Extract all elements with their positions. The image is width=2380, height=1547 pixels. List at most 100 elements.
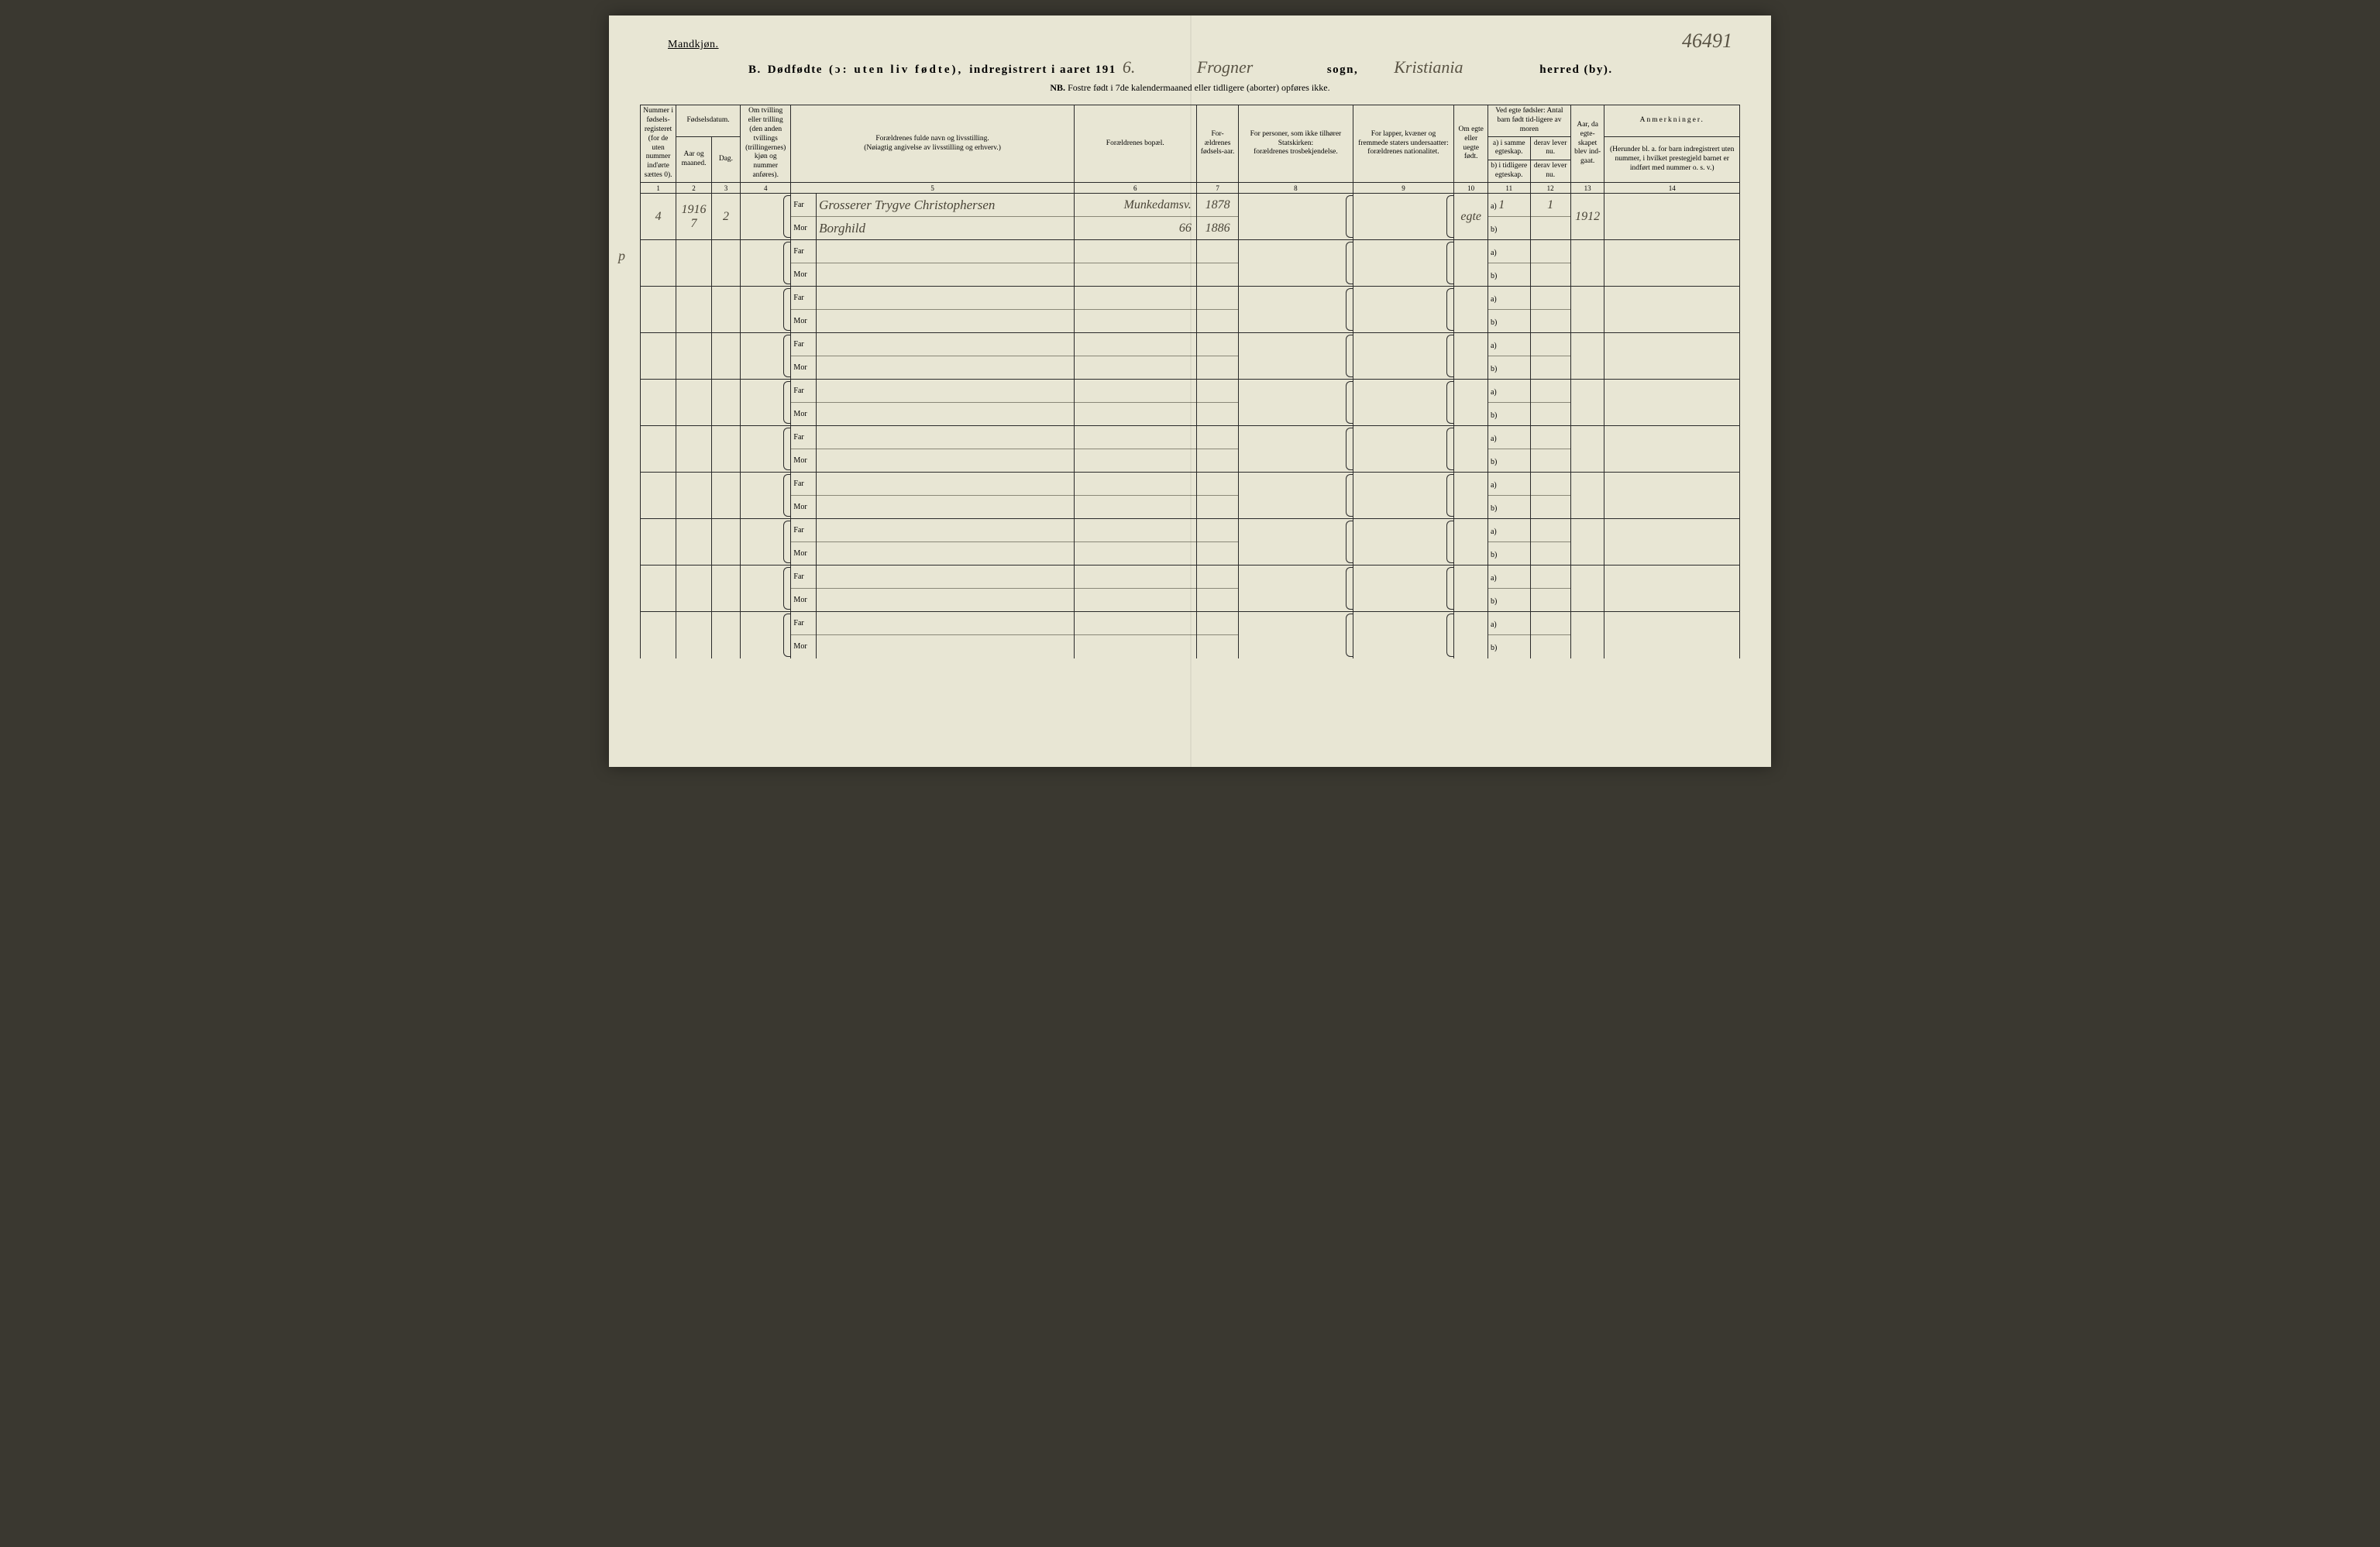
cell-far-name — [817, 473, 1075, 496]
cell-mor-name — [817, 403, 1075, 426]
margin-mark: p — [618, 248, 625, 264]
cell-remarks — [1604, 333, 1740, 380]
header-col6: Forældrenes bopæl. — [1074, 105, 1196, 183]
cell-religion — [1239, 194, 1353, 240]
cell-mor-birthyear — [1196, 589, 1239, 612]
cell-far-name — [817, 240, 1075, 263]
header-col4: Om tvilling eller trilling (den anden tv… — [741, 105, 791, 183]
cell-a: a) 1 — [1488, 194, 1530, 217]
cell-year-married — [1570, 333, 1604, 380]
cell-day — [711, 519, 740, 566]
cell-religion — [1239, 566, 1353, 612]
header-col12b: derav lever nu. — [1530, 160, 1570, 183]
cell-remarks — [1604, 287, 1740, 333]
title-main: Dødfødte — [768, 64, 823, 77]
cell-a-lever — [1530, 287, 1570, 310]
cell-twin — [741, 473, 791, 519]
cell-b-lever — [1530, 449, 1570, 473]
table-row: Far a) — [641, 287, 1740, 310]
cell-a-lever — [1530, 566, 1570, 589]
gender-label: Mandkjøn. — [668, 39, 1740, 51]
cell-year-month — [676, 287, 712, 333]
cell-day: 2 — [711, 194, 740, 240]
table-row: Far a) — [641, 333, 1740, 356]
cell-number — [641, 519, 676, 566]
cell-b-lever — [1530, 589, 1570, 612]
cell-far-birthyear — [1196, 287, 1239, 310]
cell-mor-birthyear: 1886 — [1196, 217, 1239, 240]
mor-label: Mor — [791, 449, 817, 473]
cell-year-month — [676, 566, 712, 612]
cell-far-addr: Munkedamsv. — [1074, 194, 1196, 217]
colnum: 9 — [1353, 183, 1454, 194]
title-indreg: indregistrert i aaret 191 — [969, 64, 1116, 77]
colnum: 10 — [1454, 183, 1488, 194]
cell-mor-name — [817, 589, 1075, 612]
header-col11b: b) i tidligere egteskap. — [1488, 160, 1530, 183]
cell-year-married — [1570, 287, 1604, 333]
parish-label: sogn, — [1327, 64, 1358, 77]
cell-egte — [1454, 612, 1488, 658]
header-col12a: derav lever nu. — [1530, 136, 1570, 160]
table-header: Nummer i fødsels-registeret (for de uten… — [641, 105, 1740, 194]
header-col7: For-ældrenes fødsels-aar. — [1196, 105, 1239, 183]
cell-year-month — [676, 426, 712, 473]
cell-b: b) — [1488, 217, 1530, 240]
cell-far-addr — [1074, 473, 1196, 496]
cell-a: a) — [1488, 519, 1530, 542]
far-label: Far — [791, 612, 817, 635]
cell-religion — [1239, 426, 1353, 473]
cell-egte — [1454, 519, 1488, 566]
cell-a: a) — [1488, 473, 1530, 496]
cell-far-addr — [1074, 240, 1196, 263]
cell-nationality — [1353, 380, 1454, 426]
far-label: Far — [791, 287, 817, 310]
cell-b: b) — [1488, 542, 1530, 566]
colnum: 11 — [1488, 183, 1530, 194]
cell-b-lever — [1530, 356, 1570, 380]
cell-remarks — [1604, 473, 1740, 519]
cell-mor-addr — [1074, 310, 1196, 333]
mor-label: Mor — [791, 635, 817, 658]
table-row: Far a) — [641, 566, 1740, 589]
cell-nationality — [1353, 333, 1454, 380]
colnum: 7 — [1196, 183, 1239, 194]
cell-far-birthyear — [1196, 240, 1239, 263]
mor-label: Mor — [791, 542, 817, 566]
cell-nationality — [1353, 240, 1454, 287]
cell-mor-addr — [1074, 403, 1196, 426]
header-col2b: Dag. — [711, 136, 740, 182]
cell-a: a) — [1488, 240, 1530, 263]
cell-b: b) — [1488, 635, 1530, 658]
table-row: Far a) — [641, 473, 1740, 496]
cell-far-addr — [1074, 380, 1196, 403]
cell-b-lever — [1530, 542, 1570, 566]
cell-b-lever — [1530, 217, 1570, 240]
header-col5: Forældrenes fulde navn og livsstilling. … — [791, 105, 1074, 183]
cell-day — [711, 473, 740, 519]
colnum: 4 — [741, 183, 791, 194]
table-row: Far a) — [641, 612, 1740, 635]
cell-far-name — [817, 333, 1075, 356]
cell-number — [641, 612, 676, 658]
cell-mor-birthyear — [1196, 403, 1239, 426]
cell-mor-addr — [1074, 449, 1196, 473]
cell-a: a) — [1488, 380, 1530, 403]
cell-mor-birthyear — [1196, 542, 1239, 566]
cell-a-lever — [1530, 333, 1570, 356]
cell-remarks — [1604, 380, 1740, 426]
cell-mor-birthyear — [1196, 496, 1239, 519]
cell-b: b) — [1488, 496, 1530, 519]
cell-a-lever: 1 — [1530, 194, 1570, 217]
far-label: Far — [791, 519, 817, 542]
corner-number: 46491 — [1682, 29, 1732, 53]
cell-a: a) — [1488, 333, 1530, 356]
column-numbers-row: 1 2 3 4 5 6 7 8 9 10 11 12 13 14 — [641, 183, 1740, 194]
cell-b-lever — [1530, 496, 1570, 519]
cell-twin — [741, 519, 791, 566]
header-col8: For personer, som ikke tilhører Statskir… — [1239, 105, 1353, 183]
cell-religion — [1239, 519, 1353, 566]
nb-line: NB. Fostre født i 7de kalendermaaned ell… — [640, 82, 1740, 94]
table-row: Far a) — [641, 380, 1740, 403]
cell-a: a) — [1488, 566, 1530, 589]
